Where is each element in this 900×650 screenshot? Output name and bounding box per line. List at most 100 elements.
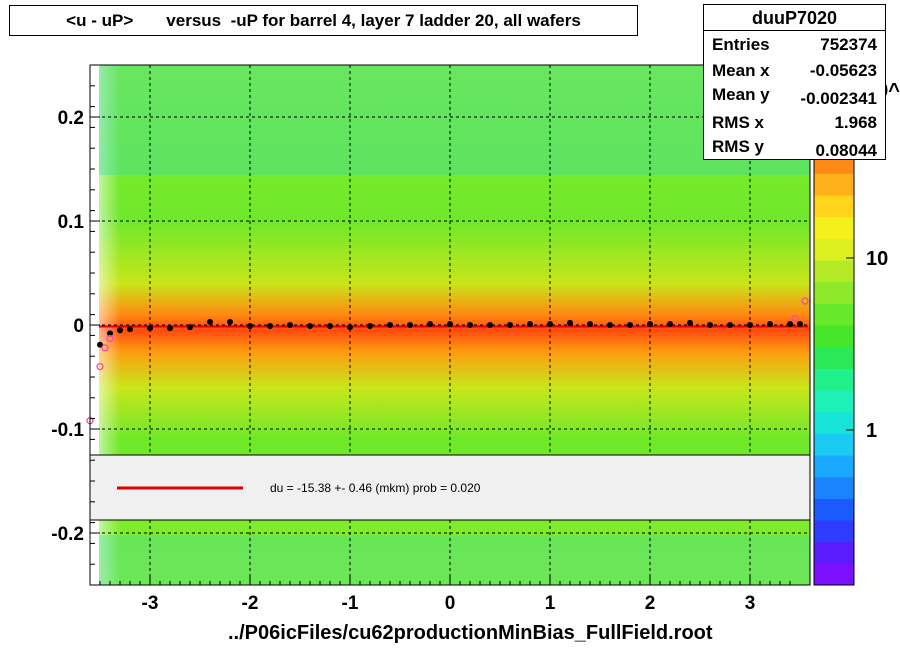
profile-point — [207, 318, 213, 325]
palette-swatch — [814, 260, 854, 283]
profile-point — [347, 324, 353, 331]
x-axis: -3 -2 -1 0 1 2 3 — [99, 575, 791, 614]
profile-point — [687, 319, 693, 326]
profile-point — [467, 322, 473, 328]
palette-swatch — [814, 303, 854, 326]
profile-point — [167, 325, 173, 332]
profile-point — [267, 323, 273, 330]
profile-point — [507, 322, 513, 328]
profile-open-point — [801, 297, 809, 305]
profile-point — [307, 323, 313, 330]
x-tick-label: 0 — [445, 593, 456, 614]
palette-swatch — [814, 238, 854, 261]
palette-swatch — [814, 346, 854, 369]
profile-point — [607, 322, 613, 328]
profile-point — [97, 341, 103, 348]
profile-point — [797, 320, 803, 327]
profile-point — [107, 330, 113, 337]
stats-label: RMS y — [712, 137, 764, 156]
palette-swatch — [814, 498, 854, 521]
profile-point — [147, 325, 153, 332]
profile-point — [407, 322, 413, 328]
palette-swatch — [814, 455, 854, 478]
profile-point — [747, 322, 753, 328]
profile-point — [427, 320, 433, 327]
heatmap-bottom-band — [99, 535, 810, 585]
x-tick-label: 2 — [645, 593, 656, 614]
palette-swatch — [814, 563, 854, 586]
heatmap-top-band — [99, 65, 810, 175]
stats-row-rms-x: RMS x 1.968 — [712, 113, 877, 137]
y-tick-label: -0.1 — [51, 420, 84, 441]
profile-point — [447, 320, 453, 327]
y-tick-label: 0 — [73, 316, 84, 337]
palette-swatch — [814, 173, 854, 196]
profile-point — [187, 324, 193, 331]
stats-row-rms-y: RMS y 0.08044 — [712, 137, 877, 161]
palette-swatch — [814, 281, 854, 304]
stats-label: RMS x — [712, 113, 764, 132]
stats-label: Mean x — [712, 61, 770, 80]
profile-point — [387, 322, 393, 328]
y-tick-label: 0.2 — [58, 108, 84, 129]
profile-point — [487, 322, 493, 328]
profile-point — [327, 323, 333, 330]
palette-swatch — [814, 476, 854, 499]
y-axis: 0.2 0.1 0 -0.1 -0.2 — [51, 64, 100, 586]
profile-point — [367, 323, 373, 330]
stats-row-mean-x: Mean x -0.05623 — [712, 61, 877, 85]
palette-swatch — [814, 541, 854, 564]
profile-point — [587, 320, 593, 327]
profile-point — [707, 322, 713, 328]
profile-point — [667, 320, 673, 327]
stats-value: -0.002341 — [800, 89, 877, 108]
profile-point — [727, 322, 733, 328]
y-tick-label: -0.2 — [51, 524, 84, 545]
stats-title: duuP7020 — [704, 5, 885, 31]
palette-swatch — [814, 520, 854, 543]
z-tick-label: 1 — [866, 420, 877, 442]
palette-swatch — [814, 433, 854, 456]
profile-open-point — [96, 362, 104, 371]
stats-row-entries: Entries 752374 — [712, 35, 877, 59]
x-tick-label: -1 — [342, 593, 359, 614]
x-tick-label: -3 — [142, 593, 159, 614]
profile-open-point — [791, 315, 799, 323]
profile-point — [787, 320, 793, 327]
palette-swatch — [814, 325, 854, 348]
profile-open-point — [101, 344, 109, 352]
palette-swatch — [814, 216, 854, 239]
profile-point — [287, 322, 293, 328]
chart-title: <u - uP> versus -uP for barrel 4, layer … — [66, 11, 581, 30]
grid-lines — [90, 65, 810, 585]
stats-row-mean-y: Mean y -0.002341 — [712, 85, 877, 109]
profile-point — [127, 326, 133, 333]
palette-swatch — [814, 390, 854, 413]
x-tick-label: 1 — [545, 593, 556, 614]
palette-swatch — [814, 368, 854, 391]
x-tick-label: -2 — [242, 593, 259, 614]
stats-value: 1.968 — [834, 113, 877, 132]
palette-swatch — [814, 411, 854, 434]
profile-open-point — [106, 334, 114, 343]
stats-value: 752374 — [820, 35, 877, 54]
profile-point — [647, 320, 653, 327]
profile-point — [227, 318, 233, 325]
y-tick-label: 0.1 — [58, 212, 85, 233]
profile-point — [117, 327, 123, 334]
profile-point — [547, 320, 553, 327]
profile-point — [247, 323, 253, 330]
stats-label: Mean y — [712, 85, 770, 104]
z-tick-label: 10 — [866, 248, 888, 270]
x-tick-label: 3 — [745, 593, 756, 614]
palette-swatch — [814, 195, 854, 218]
stats-box: duuP7020 Entries 752374 Mean x -0.05623 … — [703, 4, 886, 160]
x-axis-title: ../P06icFiles/cu62productionMinBias_Full… — [228, 622, 713, 644]
stats-value: -0.05623 — [809, 61, 877, 80]
profile-point — [527, 320, 533, 327]
title-box: <u - uP> versus -uP for barrel 4, layer … — [9, 5, 638, 36]
stats-label: Entries — [712, 35, 770, 54]
stats-value: 0.08044 — [815, 141, 877, 160]
profile-point — [627, 322, 633, 328]
